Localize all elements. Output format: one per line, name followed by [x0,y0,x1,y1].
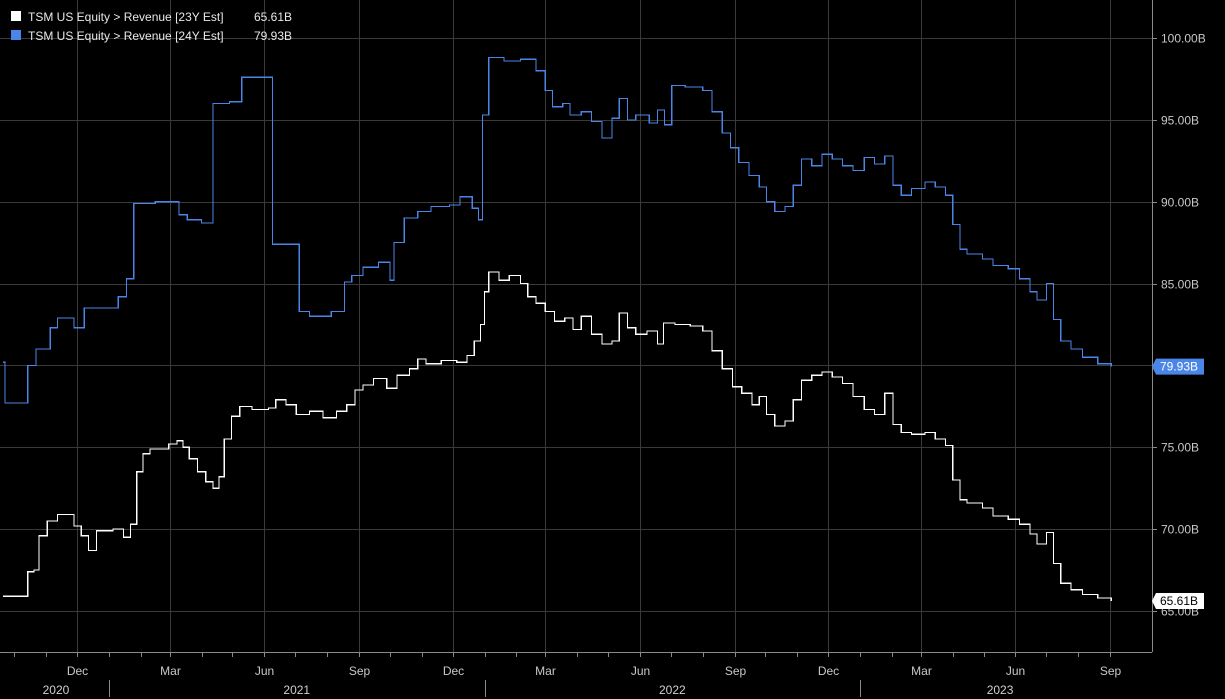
last-value-tag-text: 65.61B [1160,594,1198,608]
legend-label-24y: TSM US Equity > Revenue [24Y Est] [28,29,224,43]
last-value-tag-bg [1152,593,1204,609]
series-layer [3,57,1112,601]
x-year-label: 2021 [283,683,310,697]
legend-item-23y[interactable]: TSM US Equity > Revenue [23Y Est] 65.61B [11,10,292,24]
legend-swatch-24y [11,30,21,40]
label-layer: 65.61B 79.93B [1152,358,1204,609]
y-tick-label: 75.00B [1161,441,1199,455]
x-tick-label: Jun [1006,664,1025,678]
x-tick-label: Jun [631,664,650,678]
legend: TSM US Equity > Revenue [23Y Est] 65.61B… [11,10,292,43]
last-value-tag-text: 79.93B [1160,360,1198,374]
x-tick-label: Sep [725,664,747,678]
y-tick-label: 70.00B [1161,523,1199,537]
y-tick-label: 85.00B [1161,278,1199,292]
x-year-label: 2022 [659,683,686,697]
x-year-label: 2020 [43,683,70,697]
x-tick-label: Dec [443,664,464,678]
y-tick-label: 90.00B [1161,196,1199,210]
y-tick-label: 95.00B [1161,114,1199,128]
legend-label-23y: TSM US Equity > Revenue [23Y Est] [28,10,224,24]
last-value-tag-24y: 79.93B [1152,358,1204,375]
x-tick-label: Dec [818,664,839,678]
x-tick-label: Jun [255,664,274,678]
legend-value-23y: 65.61B [254,10,292,24]
x-tick-label: Sep [1100,664,1122,678]
series-line-24y[interactable] [3,57,1112,404]
x-tick-label: Dec [67,664,88,678]
y-tick-label: 100.00B [1161,32,1206,46]
x-tick-label: Sep [349,664,371,678]
x-year-label: 2023 [987,683,1014,697]
last-value-tag-23y: 65.61B [1152,593,1204,609]
legend-value-24y: 79.93B [254,29,292,43]
series-line-23y[interactable] [3,271,1112,601]
last-value-tag-bg [1152,358,1204,375]
x-tick-label: Mar [535,664,556,678]
legend-item-24y[interactable]: TSM US Equity > Revenue [24Y Est] 79.93B [11,29,292,43]
legend-swatch-23y [11,11,21,21]
x-tick-label: Mar [911,664,932,678]
grid-layer [0,0,1152,652]
x-tick-label: Mar [160,664,181,678]
